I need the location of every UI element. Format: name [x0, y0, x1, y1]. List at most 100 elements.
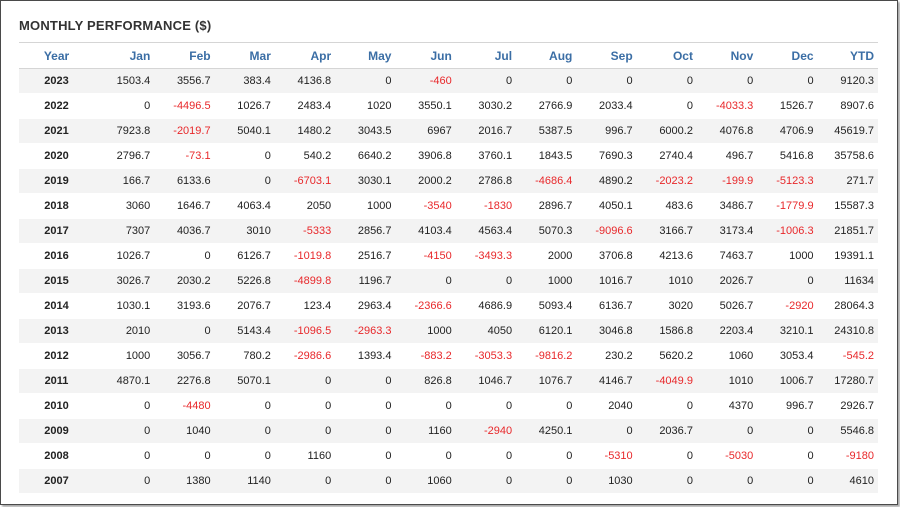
value-cell: 7923.8 [94, 118, 155, 144]
value-cell: -4480 [154, 393, 215, 419]
value-cell: 1526.7 [757, 93, 818, 119]
value-cell: -460 [395, 68, 456, 94]
value-cell: 6136.7 [576, 293, 637, 319]
value-cell: 3210.1 [757, 318, 818, 344]
value-cell: 1000 [335, 193, 396, 219]
value-cell: 5620.2 [636, 343, 697, 369]
value-cell: 4076.8 [696, 118, 758, 144]
value-cell: 0 [274, 418, 336, 444]
value-cell: 17280.7 [817, 368, 878, 394]
value-cell: 4610 [817, 468, 878, 493]
value-cell: 1060 [696, 343, 758, 369]
value-cell: 780.2 [214, 343, 275, 369]
value-cell: 2963.4 [335, 293, 396, 319]
value-cell: -2986.6 [274, 343, 336, 369]
value-cell: 0 [757, 68, 818, 94]
column-header-jan: Jan [94, 42, 155, 69]
value-cell: 0 [274, 368, 336, 394]
table-row: 2010 0 -4480 0 0 0 0 0 0 2040 0 4370 996.7 2926.7 [19, 393, 878, 419]
table-body: 2023 1503.4 3556.7 383.4 4136.8 0 -460 0 0 0 0 0 0 91… [19, 68, 878, 493]
column-header-ytd: YTD [817, 42, 878, 69]
value-cell: 3010 [214, 218, 275, 244]
value-cell: -1779.9 [757, 193, 818, 219]
year-cell: 2017 [19, 218, 94, 244]
value-cell: 1480.2 [274, 118, 336, 144]
value-cell: -1019.8 [274, 243, 336, 269]
value-cell: 1646.7 [154, 193, 215, 219]
value-cell: 0 [516, 443, 577, 469]
value-cell: 0 [335, 68, 396, 94]
value-cell: 1030 [576, 468, 637, 493]
value-cell: 0 [757, 443, 818, 469]
value-cell: 2033.4 [576, 93, 637, 119]
value-cell: 1010 [696, 368, 758, 394]
value-cell: 1000 [757, 243, 818, 269]
table-row: 2021 7923.8 -2019.7 5040.1 1480.2 3043.5 6967 2… [19, 118, 878, 144]
value-cell: 24310.8 [817, 318, 878, 344]
value-cell: -2940 [455, 418, 517, 444]
value-cell: 2796.7 [94, 143, 155, 169]
value-cell: 1060 [395, 468, 456, 493]
column-header-jul: Jul [455, 42, 517, 69]
value-cell: -5030 [696, 443, 758, 469]
value-cell: 3173.4 [696, 218, 758, 244]
column-header-jun: Jun [395, 42, 456, 69]
value-cell: -5123.3 [757, 168, 818, 194]
value-cell: 540.2 [274, 143, 336, 169]
value-cell: 0 [94, 418, 155, 444]
value-cell: 0 [696, 468, 758, 493]
value-cell: -1006.3 [757, 218, 818, 244]
value-cell: 3030.1 [335, 168, 396, 194]
value-cell: 4050.1 [576, 193, 637, 219]
value-cell: -9816.2 [516, 343, 577, 369]
value-cell: 0 [154, 318, 215, 344]
value-cell: 6000.2 [636, 118, 697, 144]
value-cell: -9180 [817, 443, 878, 469]
value-cell: -2963.3 [335, 318, 396, 344]
year-cell: 2015 [19, 268, 94, 294]
value-cell: 0 [757, 418, 818, 444]
value-cell: -3493.3 [455, 243, 517, 269]
value-cell: 3486.7 [696, 193, 758, 219]
value-cell: 3906.8 [395, 143, 456, 169]
value-cell: 1160 [274, 443, 336, 469]
value-cell: 271.7 [817, 168, 878, 194]
value-cell: 0 [455, 68, 517, 94]
table-row: 2023 1503.4 3556.7 383.4 4136.8 0 -460 0 0 0 0 0 0 91… [19, 68, 878, 94]
column-header-may: May [335, 42, 396, 69]
value-cell: -4049.9 [636, 368, 697, 394]
value-cell: 0 [455, 443, 517, 469]
table-row: 2018 3060 1646.7 4063.4 2050 1000 -3540 -1830 28… [19, 193, 878, 219]
value-cell: 2896.7 [516, 193, 577, 219]
value-cell: 4706.9 [757, 118, 818, 144]
value-cell: 0 [335, 443, 396, 469]
value-cell: 1140 [214, 468, 275, 493]
value-cell: 3043.5 [335, 118, 396, 144]
value-cell: 0 [455, 268, 517, 294]
column-header-mar: Mar [214, 42, 275, 69]
year-cell: 2014 [19, 293, 94, 319]
value-cell: 2000.2 [395, 168, 456, 194]
value-cell: 0 [94, 443, 155, 469]
value-cell: 7690.3 [576, 143, 637, 169]
value-cell: 0 [455, 468, 517, 493]
value-cell: -1830 [455, 193, 517, 219]
value-cell: 0 [636, 68, 697, 94]
table-row: 2009 0 1040 0 0 0 1160 -2940 4250.1 0 2036.7 0 0 5546… [19, 418, 878, 444]
value-cell: 2050 [274, 193, 336, 219]
value-cell: 0 [576, 68, 637, 94]
value-cell: 1006.7 [757, 368, 818, 394]
value-cell: 1016.7 [576, 268, 637, 294]
value-cell: 1026.7 [214, 93, 275, 119]
column-header-nov: Nov [696, 42, 758, 69]
value-cell: 1000 [395, 318, 456, 344]
value-cell: 4036.7 [154, 218, 215, 244]
value-cell: 4063.4 [214, 193, 275, 219]
value-cell: 11634 [817, 268, 878, 294]
value-cell: 0 [395, 443, 456, 469]
column-header-aug: Aug [516, 42, 577, 69]
value-cell: 3166.7 [636, 218, 697, 244]
value-cell: -3053.3 [455, 343, 517, 369]
value-cell: 4146.7 [576, 368, 637, 394]
value-cell: 1160 [395, 418, 456, 444]
